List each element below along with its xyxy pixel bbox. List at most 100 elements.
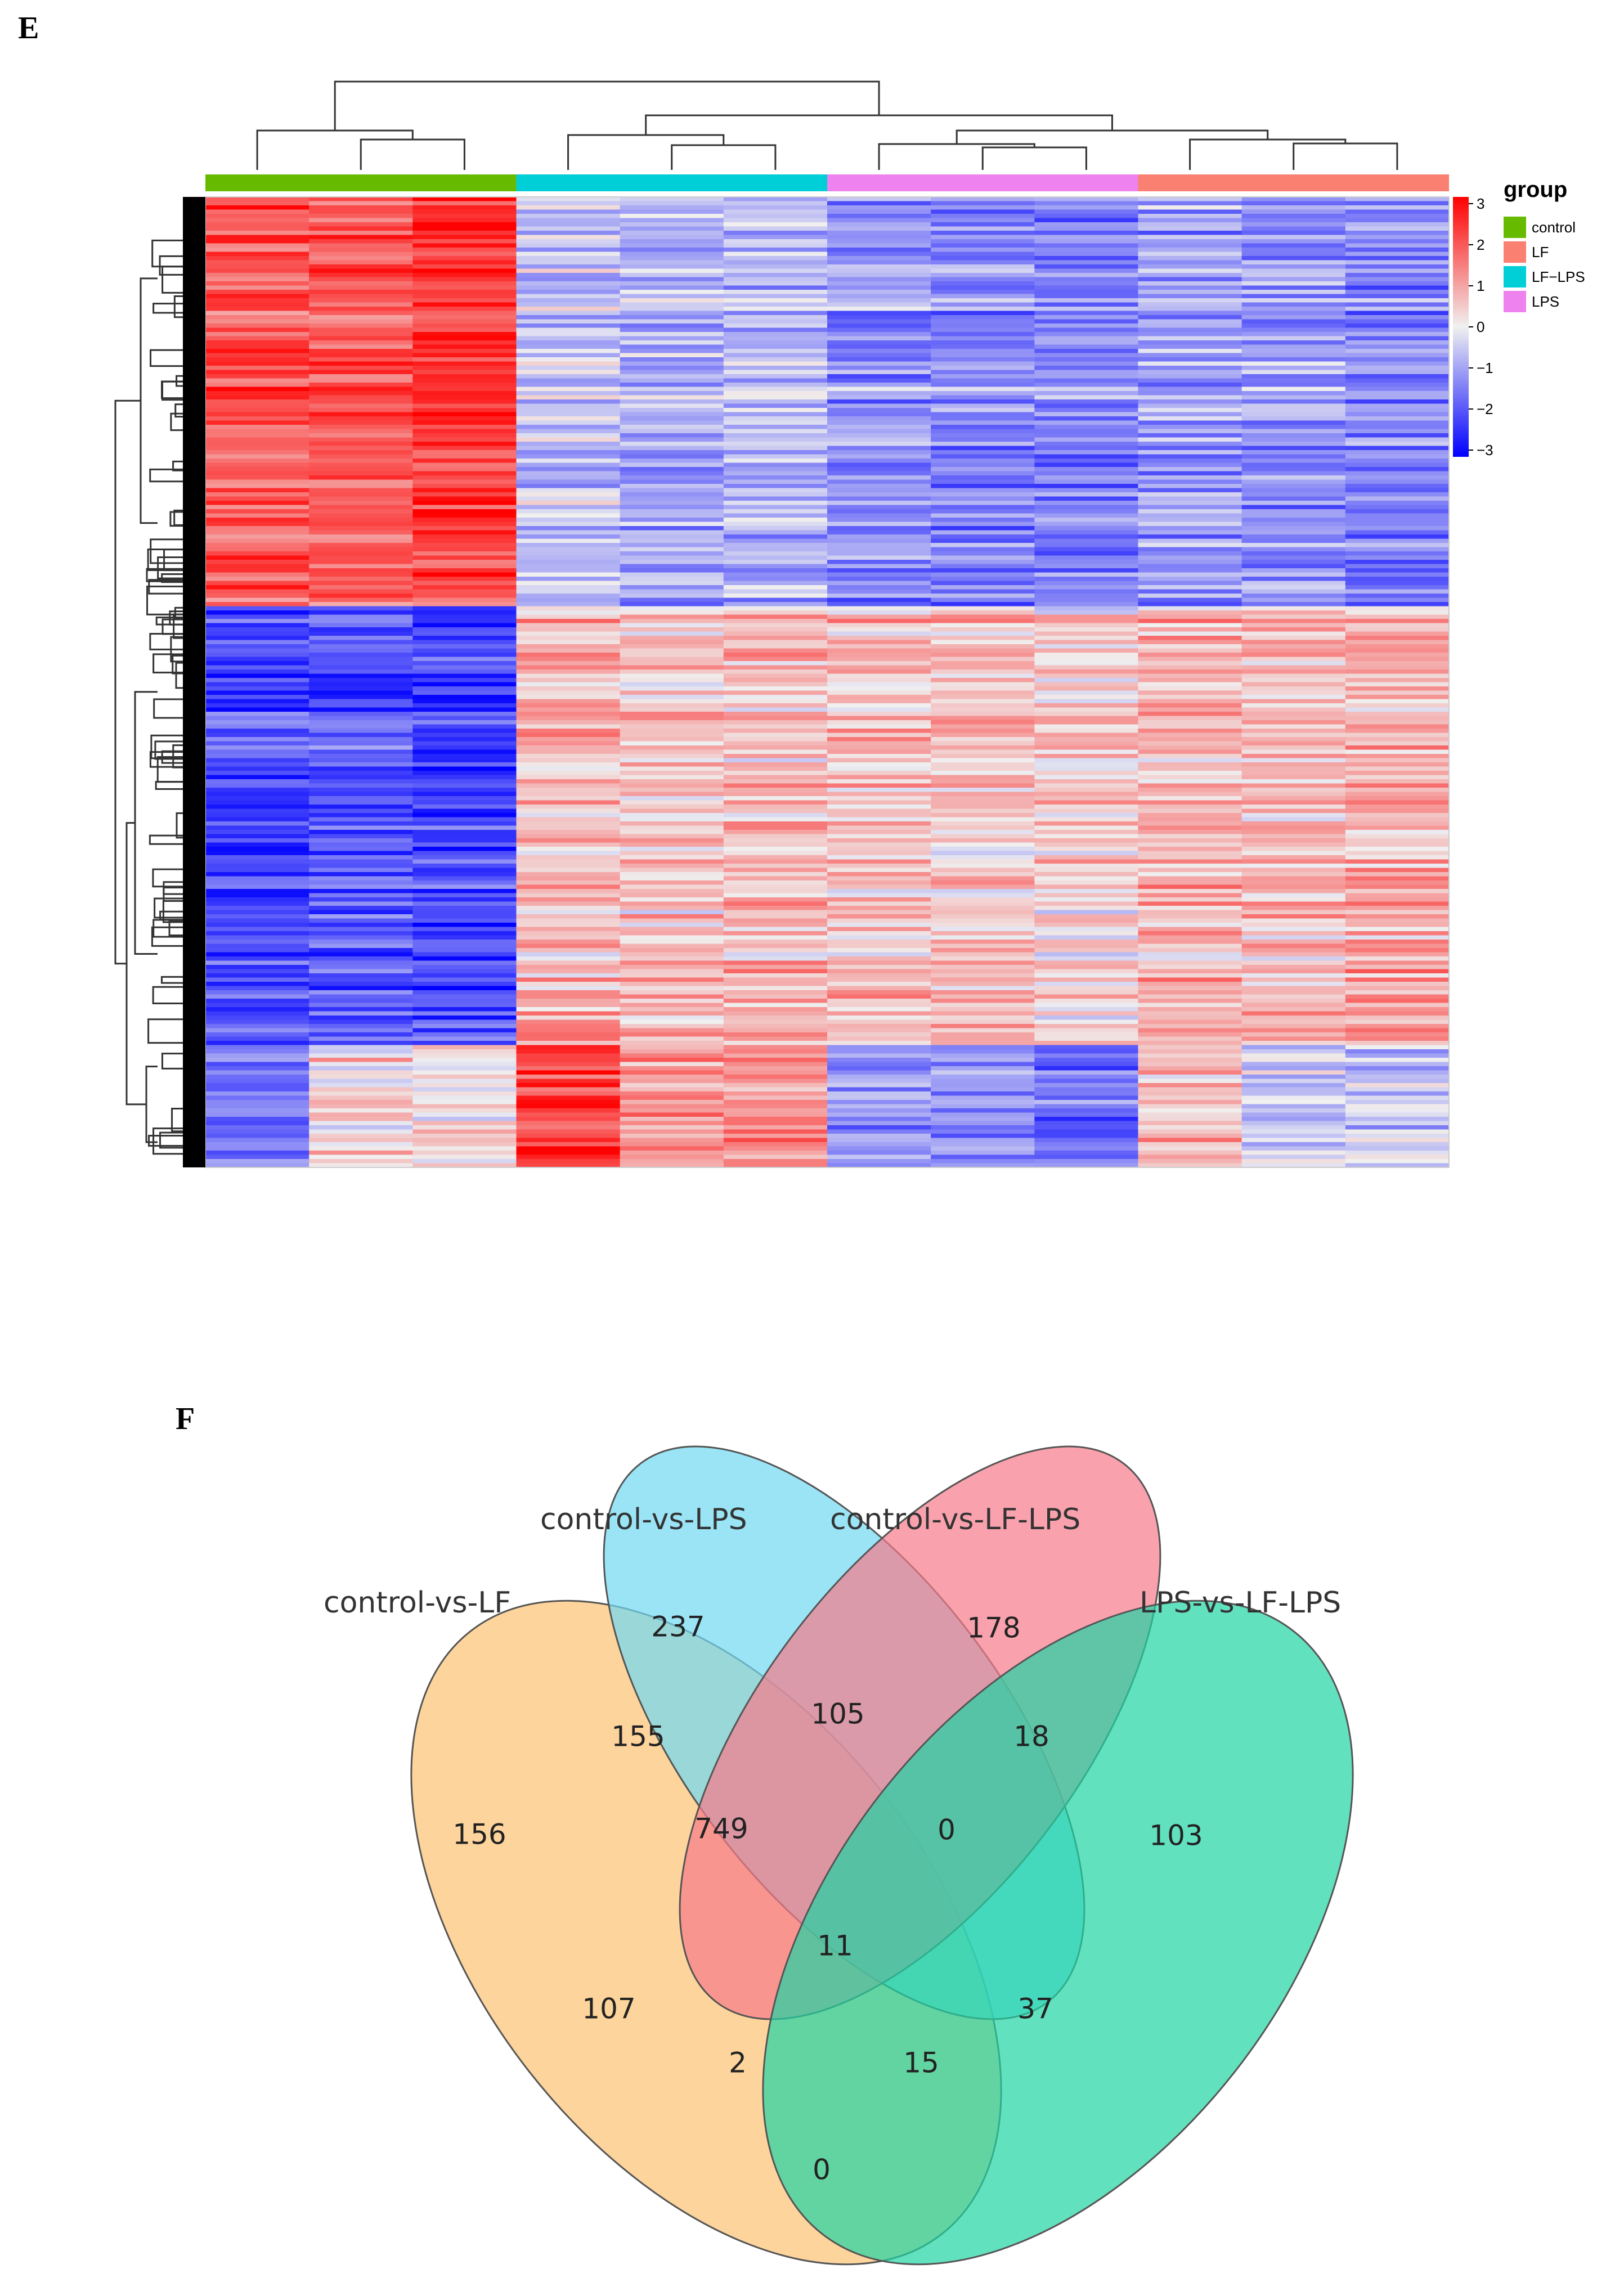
heatmap-cell (620, 589, 724, 594)
heatmap-cell (723, 956, 828, 961)
heatmap-cell (1034, 927, 1139, 932)
heatmap-cell (723, 606, 828, 611)
heatmap-cell (827, 302, 931, 307)
heatmap-cell (827, 893, 931, 898)
heatmap-cell (931, 538, 1035, 543)
heatmap-cell (516, 927, 621, 932)
heatmap-cell (1345, 412, 1450, 417)
row-dendrogram-branch (149, 834, 183, 845)
heatmap-cell (1345, 222, 1450, 227)
heatmap-cell (620, 197, 724, 202)
heatmap-cell (827, 530, 931, 535)
heatmap-cell (723, 568, 828, 573)
heatmap-cell (516, 923, 621, 928)
heatmap-cell (723, 977, 828, 982)
row-dendrogram-branch (155, 781, 183, 790)
heatmap-cell (620, 1146, 724, 1151)
heatmap-cell (1034, 661, 1139, 666)
heatmap-cell (620, 893, 724, 898)
heatmap-cell (309, 1028, 413, 1033)
heatmap-cell (309, 302, 413, 307)
heatmap-cell (412, 940, 517, 945)
heatmap-cell (931, 847, 1035, 852)
heatmap-cell (205, 1159, 309, 1164)
heatmap-cell (516, 935, 621, 940)
heatmap-cell (1345, 1045, 1450, 1050)
heatmap-cell (205, 1062, 309, 1067)
heatmap-cell (1241, 459, 1346, 464)
heatmap-cell (931, 1108, 1035, 1113)
heatmap-cell (723, 990, 828, 995)
heatmap-cell (931, 792, 1035, 797)
venn-region-count: 107 (582, 1993, 635, 2025)
heatmap-cell (1241, 737, 1346, 742)
heatmap-cell (1138, 897, 1242, 902)
heatmap-cell (723, 931, 828, 936)
heatmap-cell (309, 471, 413, 476)
heatmap-cell (827, 429, 931, 434)
heatmap-cell (205, 585, 309, 590)
heatmap-cell (309, 657, 413, 662)
row-dendrogram-branch (151, 239, 183, 268)
heatmap-cell (1241, 374, 1346, 379)
heatmap-cell (723, 1041, 828, 1046)
heatmap-cell (931, 1053, 1035, 1058)
heatmap-cell (412, 796, 517, 801)
heatmap-cell (309, 353, 413, 358)
heatmap-cell (1345, 323, 1450, 329)
heatmap-cell (309, 1108, 413, 1113)
heatmap-cell (1138, 943, 1242, 949)
heatmap-cell (931, 256, 1035, 261)
heatmap-cell (516, 260, 621, 265)
heatmap-cell (723, 597, 828, 603)
heatmap-cell (1138, 429, 1242, 434)
heatmap-cell (723, 876, 828, 881)
heatmap-cell (1345, 268, 1450, 273)
heatmap-cell (723, 370, 828, 375)
heatmap-cell (205, 383, 309, 388)
heatmap-cell (827, 509, 931, 514)
heatmap-cell (620, 956, 724, 961)
heatmap-cell (412, 594, 517, 599)
heatmap-cell (931, 273, 1035, 278)
heatmap-cell (1138, 686, 1242, 691)
heatmap-cell (827, 488, 931, 493)
heatmap-cell (1034, 935, 1139, 940)
heatmap-cell (412, 231, 517, 236)
heatmap-cell (1138, 403, 1242, 408)
heatmap-cell (205, 475, 309, 480)
heatmap-cell (1034, 834, 1139, 839)
heatmap-cell (412, 538, 517, 543)
row-dendrogram-branch (152, 986, 183, 1005)
heatmap-cell (1034, 665, 1139, 670)
heatmap-cell (1345, 353, 1450, 358)
heatmap-cell (205, 670, 309, 675)
row-dendrogram-branch (172, 744, 183, 769)
heatmap-cell (723, 479, 828, 484)
heatmap-cell (205, 792, 309, 797)
heatmap-cell (723, 492, 828, 497)
heatmap-cell (620, 830, 724, 835)
heatmap-cell (205, 315, 309, 320)
heatmap-cell (516, 859, 621, 864)
heatmap-cell (516, 509, 621, 514)
heatmap-cell (723, 387, 828, 392)
heatmap-cell (620, 319, 724, 324)
heatmap-cell (931, 433, 1035, 438)
heatmap-cell (620, 762, 724, 767)
heatmap-cell (620, 370, 724, 375)
heatmap-cell (412, 948, 517, 953)
heatmap-cell (1034, 1138, 1139, 1143)
heatmap-cell (309, 479, 413, 484)
heatmap-cell (412, 467, 517, 472)
heatmap-cell (1241, 433, 1346, 438)
heatmap-cell (931, 766, 1035, 771)
heatmap-cell (620, 876, 724, 881)
heatmap-cell (1241, 690, 1346, 695)
heatmap-cell (723, 910, 828, 915)
heatmap-cell (412, 999, 517, 1004)
heatmap-cell (1034, 1163, 1139, 1168)
heatmap-cell (620, 572, 724, 577)
heatmap-cell (1345, 986, 1450, 991)
heatmap-cell (1138, 999, 1242, 1004)
